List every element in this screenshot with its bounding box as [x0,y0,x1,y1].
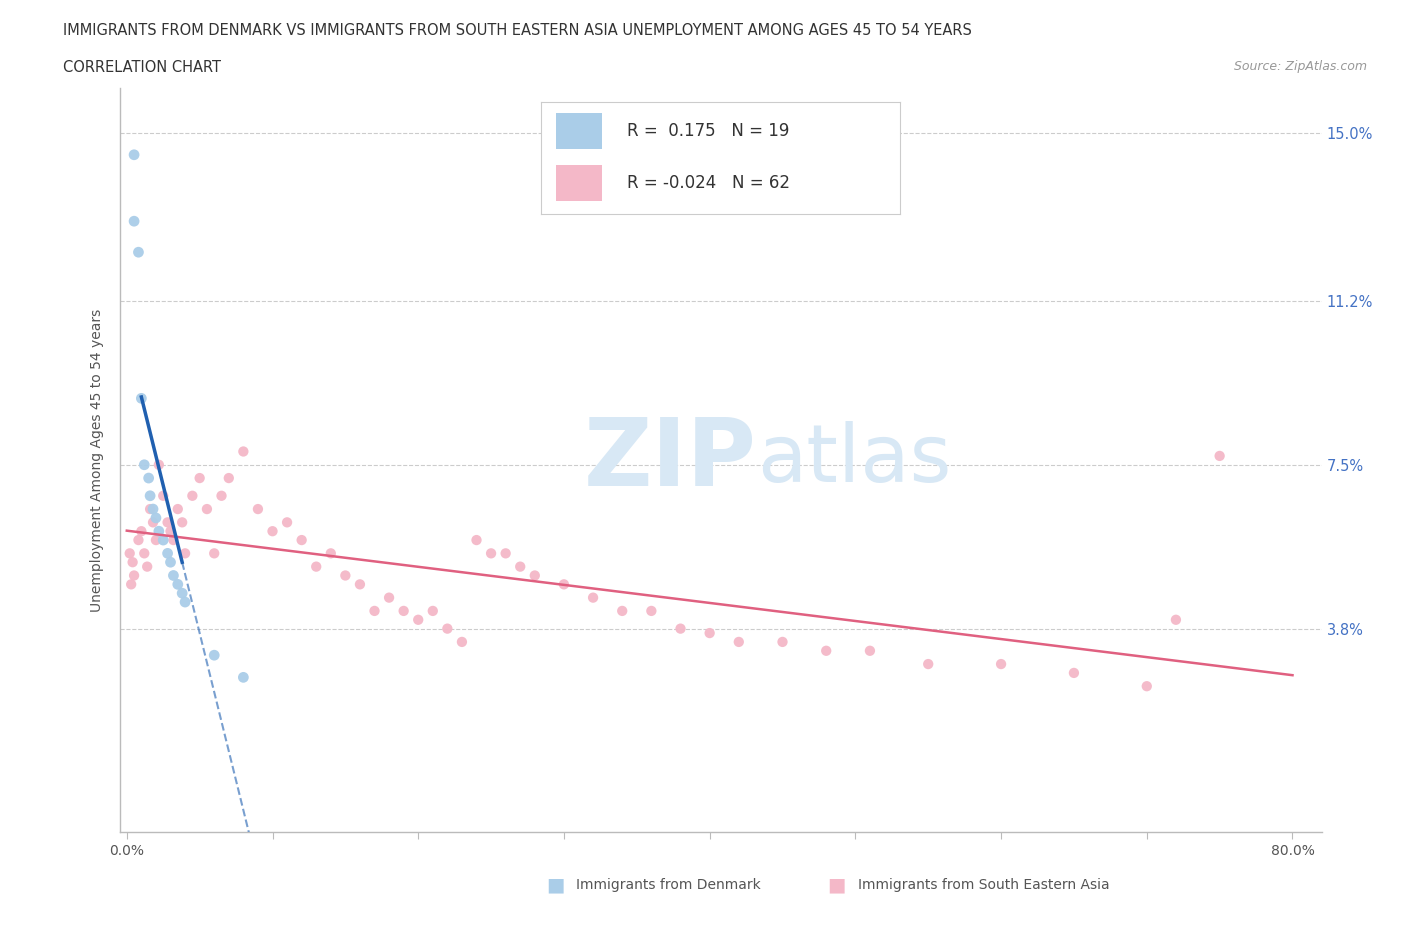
Point [139,488,162,503]
Point [727,634,749,649]
Text: CORRELATION CHART: CORRELATION CHART [63,60,221,75]
Point [406,612,429,627]
Point [118,546,141,561]
FancyBboxPatch shape [555,165,602,201]
Point [127,533,149,548]
Point [1208,448,1230,463]
Point [218,471,240,485]
Point [122,147,145,162]
Point [134,458,156,472]
Point [145,511,167,525]
Point [436,621,458,636]
Text: IMMIGRANTS FROM DENMARK VS IMMIGRANTS FROM SOUTH EASTERN ASIA UNEMPLOYMENT AMONG: IMMIGRANTS FROM DENMARK VS IMMIGRANTS FR… [63,23,972,38]
Point [232,670,254,684]
Point [509,559,531,574]
Point [174,546,197,561]
Point [262,524,284,538]
Text: ■: ■ [546,876,565,895]
Point [232,444,254,458]
Point [335,568,357,583]
FancyBboxPatch shape [555,113,602,149]
Text: R = -0.024   N = 62: R = -0.024 N = 62 [627,174,790,192]
Point [131,391,153,405]
Text: Immigrants from Denmark: Immigrants from Denmark [576,878,761,893]
Point [148,524,170,538]
Point [479,546,502,561]
Point [349,577,371,591]
Point [122,568,145,583]
Point [1136,679,1159,694]
Point [202,648,225,663]
Point [553,577,575,591]
Point [699,626,721,641]
Point [305,559,328,574]
Point [202,546,225,561]
Point [156,546,179,561]
Point [582,591,605,605]
Point [495,546,517,561]
Point [166,577,188,591]
Point [139,501,162,516]
Point [990,657,1012,671]
Point [142,515,165,530]
Point [815,644,838,658]
Point [451,634,474,649]
Point [122,214,145,229]
Point [392,604,415,618]
Point [172,515,194,530]
Point [422,604,444,618]
Point [162,533,184,548]
Point [181,488,204,503]
Point [127,245,149,259]
Point [188,471,211,485]
Point [148,458,170,472]
Point [772,634,794,649]
Text: atlas: atlas [756,421,950,499]
Text: R =  0.175   N = 19: R = 0.175 N = 19 [627,123,790,140]
Text: Source: ZipAtlas.com: Source: ZipAtlas.com [1233,60,1367,73]
Point [142,501,165,516]
Point [134,546,156,561]
Text: Immigrants from South Eastern Asia: Immigrants from South Eastern Asia [858,878,1109,893]
Point [145,533,167,548]
Point [246,501,269,516]
Point [917,657,939,671]
Point [669,621,692,636]
Y-axis label: Unemployment Among Ages 45 to 54 years: Unemployment Among Ages 45 to 54 years [90,309,104,612]
Point [276,515,298,530]
Point [195,501,218,516]
Point [363,604,385,618]
Text: ZIP: ZIP [583,415,756,506]
Point [1164,612,1187,627]
Point [120,577,142,591]
Point [859,644,882,658]
Point [612,604,634,618]
Point [1063,666,1085,681]
Point [162,568,184,583]
Point [131,524,153,538]
Point [152,533,174,548]
Point [640,604,662,618]
Point [159,555,181,570]
Point [319,546,342,561]
Point [156,515,179,530]
Point [166,501,188,516]
Point [378,591,401,605]
Point [159,524,181,538]
Point [172,586,194,601]
Point [121,555,143,570]
Point [523,568,546,583]
Point [174,594,197,609]
Text: ■: ■ [827,876,846,895]
Point [138,471,160,485]
Point [152,488,174,503]
Point [136,559,159,574]
Point [211,488,233,503]
Point [291,533,314,548]
Point [465,533,488,548]
